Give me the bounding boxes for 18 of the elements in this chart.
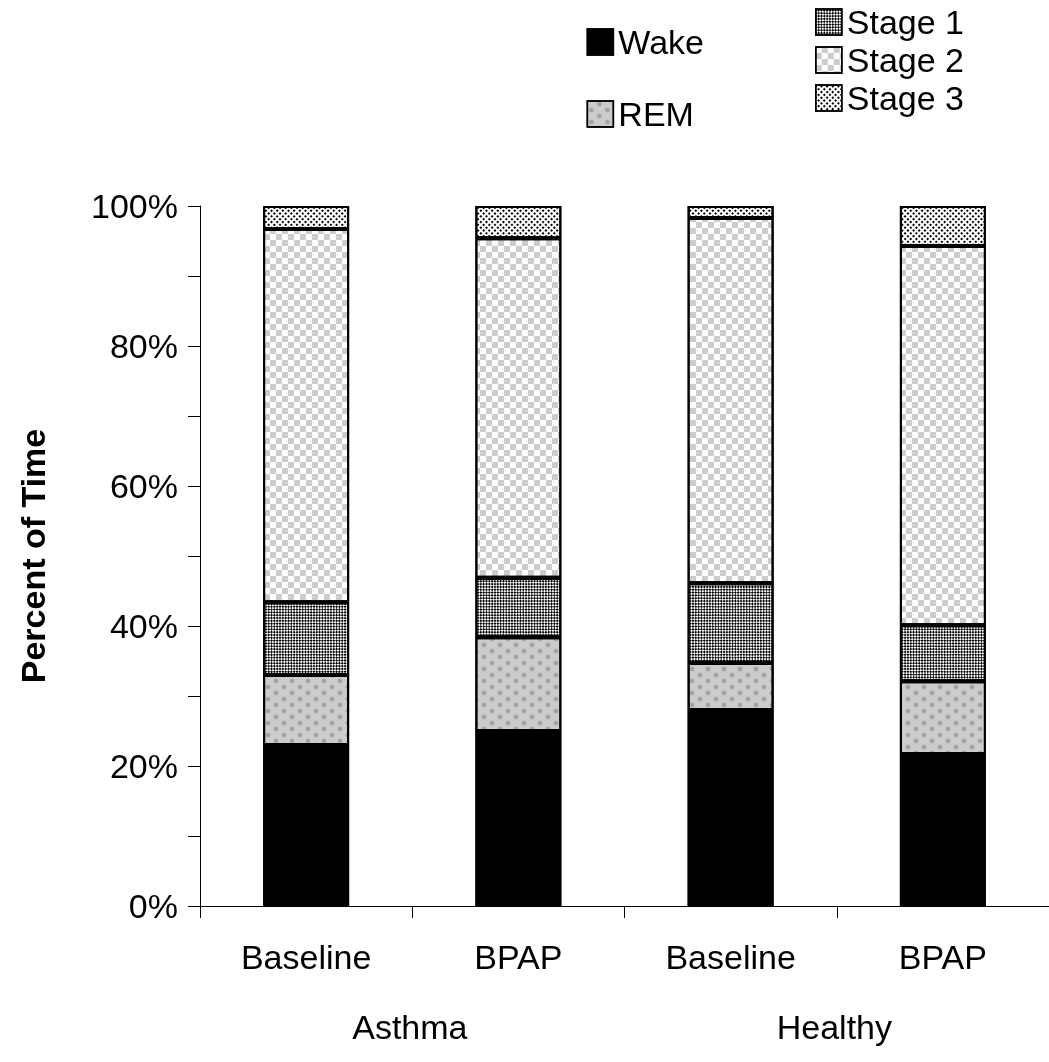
x-tick-label: Baseline xyxy=(665,938,796,976)
x-tick-label: BPAP xyxy=(898,938,987,976)
legend-label: REM xyxy=(618,95,694,133)
y-tick-label: 0% xyxy=(128,887,178,925)
legend-label: Stage 2 xyxy=(846,41,965,79)
legend-label: Stage 3 xyxy=(846,79,965,117)
text: Healthy xyxy=(776,1008,893,1046)
x-tick-label: Baseline xyxy=(240,938,372,976)
y-tick-label: 80% xyxy=(109,327,178,365)
x-tick-label: BPAP xyxy=(474,938,563,976)
y-axis-title: Percent of Time xyxy=(14,428,52,684)
legend-label: Wake xyxy=(618,23,705,61)
text: Asthma xyxy=(352,1008,468,1046)
y-tick-label: 40% xyxy=(109,607,178,645)
y-tick-label: 60% xyxy=(109,467,178,505)
y-tick-label: 100% xyxy=(91,187,178,225)
y-tick-label: 20% xyxy=(109,747,178,785)
legend-label: Stage 1 xyxy=(846,3,965,41)
